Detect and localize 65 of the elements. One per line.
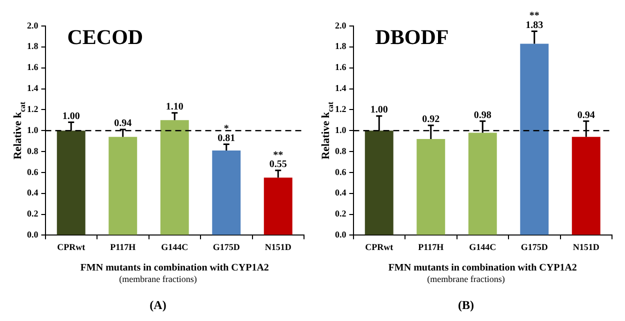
data-label: 0.92 [422, 114, 440, 125]
y-tick-label: 0.6 [335, 166, 347, 177]
y-tick-label: 1.6 [27, 62, 39, 72]
chart-title: DBODF [375, 24, 449, 49]
bar [56, 130, 86, 235]
bar [572, 136, 600, 235]
y-tick-label: 0.8 [335, 146, 347, 156]
text: (membrane fractions) [427, 274, 505, 284]
bar [416, 138, 446, 235]
x-tick-label: P117H [418, 242, 444, 252]
data-label: 0.98 [474, 110, 492, 121]
chart-title: CECOD [67, 24, 144, 49]
y-axis-title: Relative kcat [12, 101, 28, 160]
x-tick-label: N151D [264, 242, 292, 252]
data-label: 1.00 [62, 110, 80, 122]
annotation: ** [273, 150, 284, 161]
bar [108, 136, 138, 235]
data-label: 0.94 [114, 118, 132, 130]
y-tick-label: 0.2 [27, 208, 39, 219]
data-label: 0.94 [577, 110, 595, 121]
data-label: 0.55 [269, 158, 287, 170]
y-tick-label: 0.4 [335, 188, 347, 198]
x-tick-label: G144C [469, 242, 496, 252]
bar [212, 150, 241, 235]
y-tick-label: 1.8 [335, 41, 347, 52]
x-axis-title: FMN mutants in combination with CYP1A2 [388, 262, 577, 274]
y-tick-label: 1.2 [27, 104, 39, 114]
x-tick-label: G175D [520, 242, 548, 252]
annotation: * [224, 124, 229, 135]
x-tick-label: CPRwt [57, 242, 86, 252]
y-tick-label: 1.4 [27, 83, 39, 94]
x-tick-label: N151D [572, 242, 600, 252]
data-label: 1.83 [526, 20, 544, 31]
bar [160, 120, 189, 235]
y-tick-label: 1.6 [335, 62, 347, 72]
y-tick-label: 0.0 [335, 230, 347, 240]
text: (membrane fractions) [119, 274, 197, 284]
y-tick-label: 2.0 [27, 20, 39, 30]
y-tick-label: 0.8 [27, 146, 39, 156]
y-tick-label: 2.0 [335, 20, 347, 30]
y-tick-label: 1.2 [335, 104, 347, 114]
y-axis-title: Relative kcat [320, 101, 336, 160]
data-label: 1.10 [166, 101, 184, 112]
bar [264, 178, 292, 235]
data-label: 1.00 [370, 104, 388, 116]
annotation: ** [529, 10, 540, 22]
y-tick-label: 1.8 [27, 41, 39, 52]
x-tick-label: G175D [212, 242, 240, 252]
y-tick-label: 0.0 [27, 230, 39, 240]
bar [468, 132, 497, 235]
bar [364, 130, 394, 235]
y-tick-label: 1.0 [335, 124, 347, 135]
bar [520, 44, 549, 235]
y-tick-label: 0.4 [27, 188, 39, 198]
y-tick-label: 0.6 [27, 166, 39, 177]
x-tick-label: P117H [110, 242, 136, 252]
x-tick-label: G144C [161, 242, 188, 252]
x-tick-label: CPRwt [365, 242, 394, 252]
data-label: 0.81 [218, 132, 236, 144]
y-tick-label: 1.4 [335, 83, 347, 94]
y-tick-label: 1.0 [27, 124, 39, 135]
text: (B) [458, 298, 474, 313]
y-tick-label: 0.2 [335, 208, 347, 219]
text: (A) [150, 298, 166, 313]
x-axis-title: FMN mutants in combination with CYP1A2 [80, 262, 269, 274]
